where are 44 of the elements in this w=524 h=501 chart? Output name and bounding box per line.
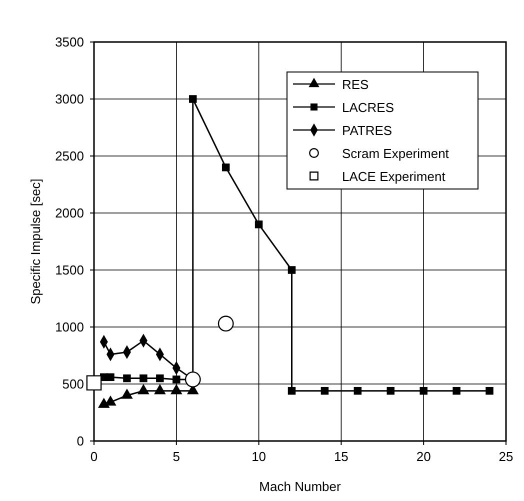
point: [170, 384, 182, 394]
legend-label: Scram Experiment: [342, 146, 450, 161]
x-tick-label: 20: [416, 449, 431, 464]
point: [138, 384, 150, 394]
point: [254, 220, 263, 228]
point: [121, 388, 133, 399]
x-tick-label: 25: [498, 449, 514, 464]
y-axis-title: Specific Impulse [sec]: [28, 178, 43, 304]
point: [420, 386, 428, 395]
point: [140, 374, 148, 382]
point: [486, 386, 494, 395]
point: [86, 375, 102, 391]
y-tick-label: 1000: [55, 320, 84, 334]
point: [172, 376, 180, 384]
point: [184, 372, 201, 388]
y-tick-label: 0: [76, 434, 84, 448]
y-tick-label: 2000: [55, 206, 84, 220]
y-tick-label: 2500: [55, 148, 84, 164]
point: [288, 266, 296, 274]
y-tick-label: 500: [62, 376, 84, 392]
y-tick-label: 3000: [55, 92, 84, 106]
x-axis-title: Mach Number: [259, 479, 342, 494]
x-tick-label: 15: [334, 449, 348, 464]
point: [222, 164, 230, 172]
point: [288, 386, 296, 395]
point: [154, 384, 166, 394]
x-tick-label: 5: [172, 449, 180, 464]
point: [354, 386, 362, 395]
legend-label: LACRES: [342, 100, 394, 115]
point: [218, 316, 234, 332]
legend-label: LACE Experiment: [342, 169, 446, 184]
y-tick-label: 3500: [55, 34, 84, 50]
point: [123, 374, 131, 382]
point: [320, 386, 329, 395]
point: [452, 386, 460, 395]
y-tick-label: 1500: [55, 262, 84, 278]
point: [386, 386, 395, 395]
legend-label: PATRES: [342, 123, 392, 138]
point: [156, 374, 164, 382]
x-tick-label: 10: [252, 449, 266, 464]
point: [189, 95, 197, 103]
x-tick-label: 0: [90, 449, 98, 464]
legend-label: RES: [342, 77, 370, 92]
point: [106, 373, 114, 382]
